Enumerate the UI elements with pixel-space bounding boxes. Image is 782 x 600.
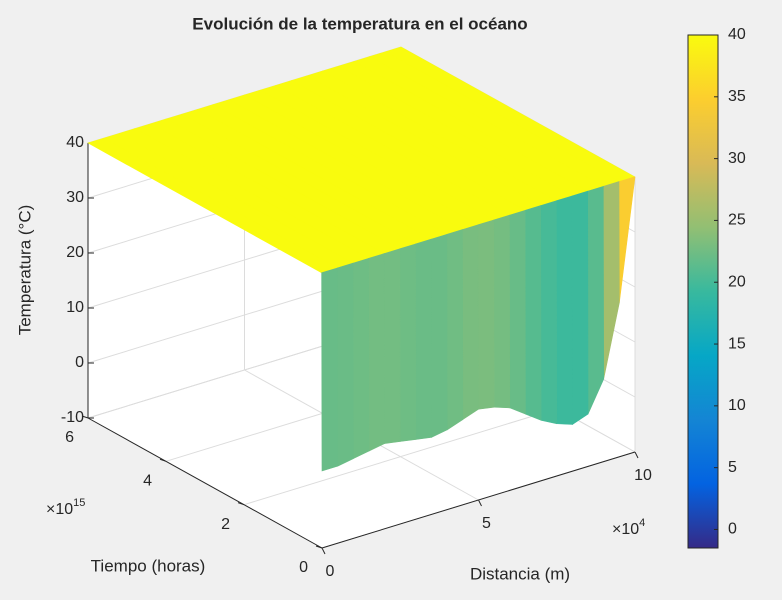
y-axis-label: Tiempo (horas) bbox=[91, 556, 206, 575]
colorbar: 0 5 10 15 20 25 30 35 40 bbox=[687, 26, 746, 549]
x-axis-label: Distancia (m) bbox=[470, 564, 570, 583]
surface-patch bbox=[415, 238, 432, 440]
y-tick bbox=[81, 415, 89, 419]
surface-patch bbox=[383, 248, 401, 444]
surface-patch bbox=[540, 200, 558, 425]
colorbar-gradient bbox=[687, 34, 719, 549]
x-multiplier-base: ×10 bbox=[612, 521, 639, 538]
surface-patch bbox=[336, 262, 354, 467]
surface-patch bbox=[524, 205, 542, 421]
surface-patch bbox=[493, 214, 511, 409]
x-tick bbox=[634, 451, 639, 459]
z-tick-label: 0 bbox=[75, 354, 84, 371]
surface bbox=[87, 46, 636, 472]
colorbar-tick-label: 0 bbox=[728, 521, 737, 538]
y-multiplier-exp: 15 bbox=[73, 497, 85, 509]
x-tick bbox=[321, 547, 326, 555]
x-axis-line bbox=[321, 451, 636, 549]
x-multiplier-exp: 4 bbox=[639, 517, 645, 529]
y-tick-label: 6 bbox=[65, 429, 74, 446]
surface-patch bbox=[352, 257, 370, 460]
surface-patch bbox=[571, 190, 589, 426]
surface-patch bbox=[462, 224, 479, 421]
z-tick-label: 40 bbox=[66, 134, 84, 151]
y-tick-label: 0 bbox=[299, 559, 308, 576]
colorbar-tick-label: 5 bbox=[728, 459, 737, 476]
surface-patch bbox=[321, 267, 338, 472]
colorbar-tick-label: 25 bbox=[728, 212, 746, 229]
colorbar-tick-label: 30 bbox=[728, 150, 746, 167]
y-tick-label: 4 bbox=[143, 473, 152, 490]
surface-patch bbox=[477, 219, 495, 410]
grid-line bbox=[243, 408, 558, 506]
surface-patch bbox=[587, 185, 605, 415]
z-tick-label: 20 bbox=[66, 244, 84, 261]
surface-patch bbox=[556, 195, 573, 425]
y-multiplier: ×1015 bbox=[46, 497, 85, 518]
z-axis-label: Temperatura (°C) bbox=[15, 205, 34, 336]
surface-patch bbox=[430, 233, 448, 438]
y-multiplier-base: ×10 bbox=[46, 501, 73, 518]
z-tick-label: -10 bbox=[61, 409, 84, 426]
z-tick-label: 30 bbox=[66, 189, 84, 206]
z-tick-label: 10 bbox=[66, 299, 84, 316]
x-tick-label: 10 bbox=[634, 467, 652, 484]
colorbar-tick-label: 40 bbox=[728, 26, 746, 43]
surface-patch bbox=[368, 253, 385, 452]
colorbar-tick-label: 20 bbox=[728, 273, 746, 290]
y-tick-label: 2 bbox=[221, 516, 230, 533]
surface-patch bbox=[399, 243, 417, 442]
y-axis-line bbox=[87, 417, 323, 549]
surface-patch bbox=[446, 229, 464, 431]
x-tick-label: 0 bbox=[326, 563, 335, 580]
colorbar-tick-label: 15 bbox=[728, 335, 746, 352]
colorbar-tick-label: 35 bbox=[728, 88, 746, 105]
colorbar-tick-label: 10 bbox=[728, 397, 746, 414]
x-tick bbox=[478, 499, 482, 507]
chart-title: Evolución de la temperatura en el océano bbox=[192, 14, 527, 33]
surface-patch bbox=[509, 209, 526, 415]
x-tick-label: 5 bbox=[482, 515, 491, 532]
x-multiplier: ×104 bbox=[612, 517, 645, 538]
